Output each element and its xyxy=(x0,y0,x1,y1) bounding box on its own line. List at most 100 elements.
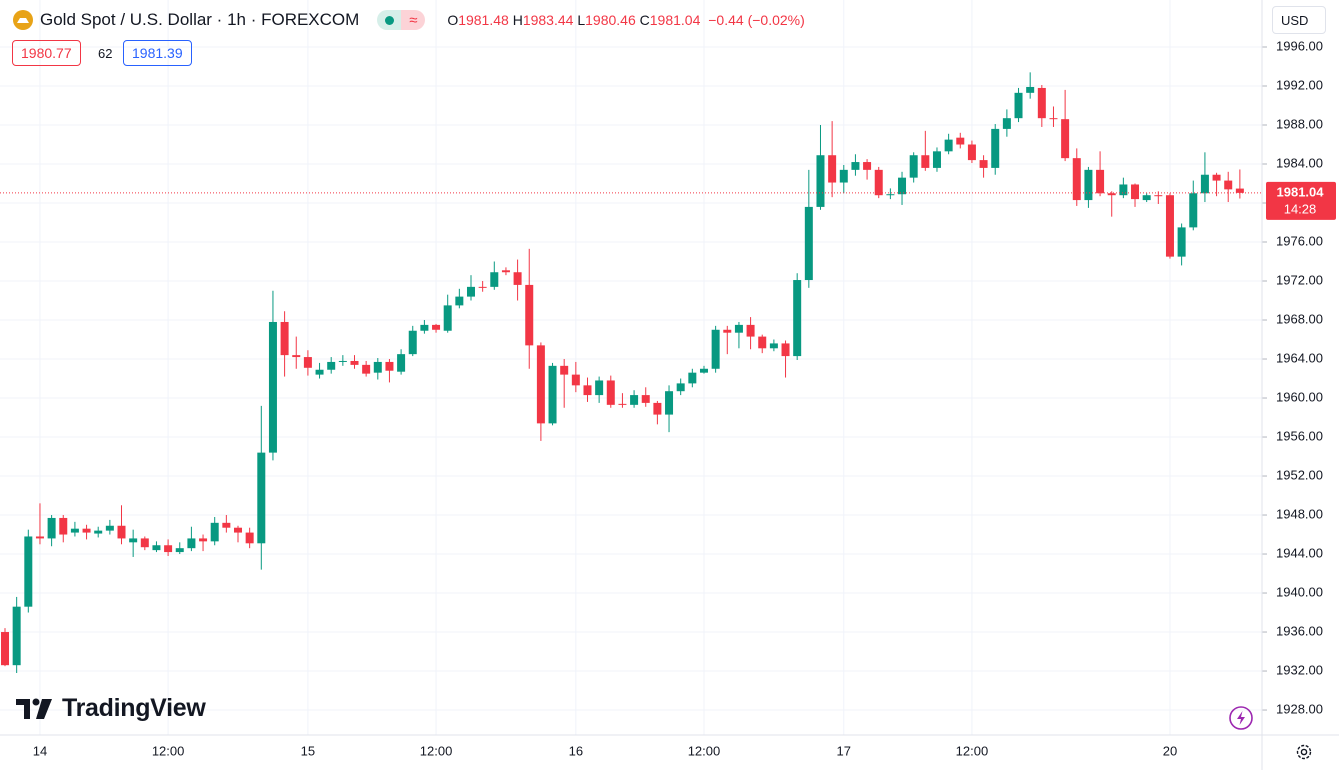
candle-body xyxy=(746,324,755,337)
candle-body xyxy=(1037,87,1046,119)
candle-body xyxy=(769,343,778,349)
candle-body xyxy=(47,517,56,539)
candle-body xyxy=(280,321,289,356)
y-tick-label: 1940.00 xyxy=(1276,584,1323,599)
y-tick-label: 1988.00 xyxy=(1276,116,1323,131)
candle-body xyxy=(967,144,976,161)
candle-body xyxy=(1200,174,1209,194)
candle-body xyxy=(210,522,219,542)
candle-body xyxy=(909,155,918,178)
candle-body xyxy=(688,372,697,384)
candle-body xyxy=(385,361,394,371)
candle-body xyxy=(583,385,592,396)
candle-body xyxy=(1072,158,1081,201)
candle-body xyxy=(338,360,347,362)
candle-body xyxy=(1177,227,1186,257)
lightning-button[interactable] xyxy=(1227,704,1255,732)
x-tick-label: 12:00 xyxy=(956,743,989,758)
legend-header: Gold Spot / U.S. Dollar · 1h · FOREXCOM … xyxy=(12,9,805,31)
candle-body xyxy=(560,365,569,375)
candle-body xyxy=(851,162,860,170)
candle-body xyxy=(234,527,243,533)
candle-body xyxy=(944,139,953,152)
last-price-box xyxy=(1266,181,1336,220)
candle-body xyxy=(676,383,685,392)
candle-body xyxy=(1235,188,1244,193)
candle-body xyxy=(140,538,149,548)
buy-price[interactable]: 1981.39 xyxy=(123,40,192,66)
candle-body xyxy=(758,336,767,349)
candle-body xyxy=(863,162,872,170)
status-badges[interactable]: ≈ xyxy=(377,10,426,30)
candle-body xyxy=(898,177,907,195)
candle-body xyxy=(804,206,813,281)
candle-body xyxy=(932,151,941,168)
candle-body xyxy=(921,155,930,168)
ohlc-letter: H xyxy=(512,12,523,28)
candle-body xyxy=(1014,92,1023,119)
candle-body xyxy=(513,272,522,285)
x-tick-label: 17 xyxy=(837,743,851,758)
candle-body xyxy=(630,395,639,405)
candle-body xyxy=(187,538,196,549)
candle-body xyxy=(956,137,965,145)
candle-body xyxy=(571,374,580,386)
candle-body xyxy=(35,536,44,539)
candle-body xyxy=(94,530,103,534)
candle-body xyxy=(466,286,475,297)
candle-body xyxy=(315,369,324,375)
candle-body xyxy=(991,128,1000,168)
candle-body xyxy=(455,296,464,306)
candle-body xyxy=(397,354,406,372)
x-tick-label: 16 xyxy=(569,743,583,758)
candle-body xyxy=(525,284,534,346)
candle-body xyxy=(1224,180,1233,190)
candle-body xyxy=(59,517,68,535)
candle-body xyxy=(606,380,615,405)
ohlc-value: 1983.44 xyxy=(522,12,574,28)
candle-body xyxy=(1154,195,1163,197)
candle-body xyxy=(1165,195,1174,257)
y-tick-label: 1992.00 xyxy=(1276,77,1323,92)
y-tick-label: 1976.00 xyxy=(1276,233,1323,248)
candle-body xyxy=(362,364,371,374)
countdown-label: 14:28 xyxy=(1284,201,1317,216)
x-tick-label: 12:00 xyxy=(688,743,721,758)
x-tick-label: 15 xyxy=(301,743,315,758)
symbol-icon xyxy=(13,10,33,30)
candle-body xyxy=(152,545,161,551)
candle-body xyxy=(548,365,557,424)
candle-body xyxy=(268,321,277,453)
candle-body xyxy=(373,361,382,373)
candle-body xyxy=(164,545,173,553)
y-tick-label: 1960.00 xyxy=(1276,389,1323,404)
candle-body xyxy=(70,528,79,533)
ohlc-letter: O xyxy=(447,12,459,28)
y-tick-label: 1956.00 xyxy=(1276,428,1323,443)
candle-body xyxy=(886,194,895,196)
candle-body xyxy=(1084,169,1093,201)
candle-body xyxy=(839,169,848,183)
candle-body xyxy=(979,160,988,168)
x-tick-label: 14 xyxy=(33,743,47,758)
candle-body xyxy=(105,525,114,531)
y-tick-label: 1952.00 xyxy=(1276,467,1323,482)
candle-body xyxy=(816,155,825,207)
candle-body xyxy=(490,272,499,287)
currency-button[interactable]: USD xyxy=(1272,6,1326,34)
candle-body xyxy=(723,329,732,333)
candle-body xyxy=(1026,86,1035,93)
y-tick-label: 1968.00 xyxy=(1276,311,1323,326)
ohlc-value: 1981.04 xyxy=(649,12,701,28)
candle-body xyxy=(478,286,487,288)
ohlc-value: 1981.48 xyxy=(458,12,509,28)
candle-body xyxy=(129,538,138,543)
candle-body xyxy=(1189,193,1198,228)
candle-body xyxy=(653,402,662,415)
last-price-label: 1981.04 xyxy=(1277,184,1325,199)
candle-body xyxy=(1212,174,1221,181)
settings-button[interactable] xyxy=(1293,741,1315,763)
sell-price[interactable]: 1980.77 xyxy=(12,40,81,66)
